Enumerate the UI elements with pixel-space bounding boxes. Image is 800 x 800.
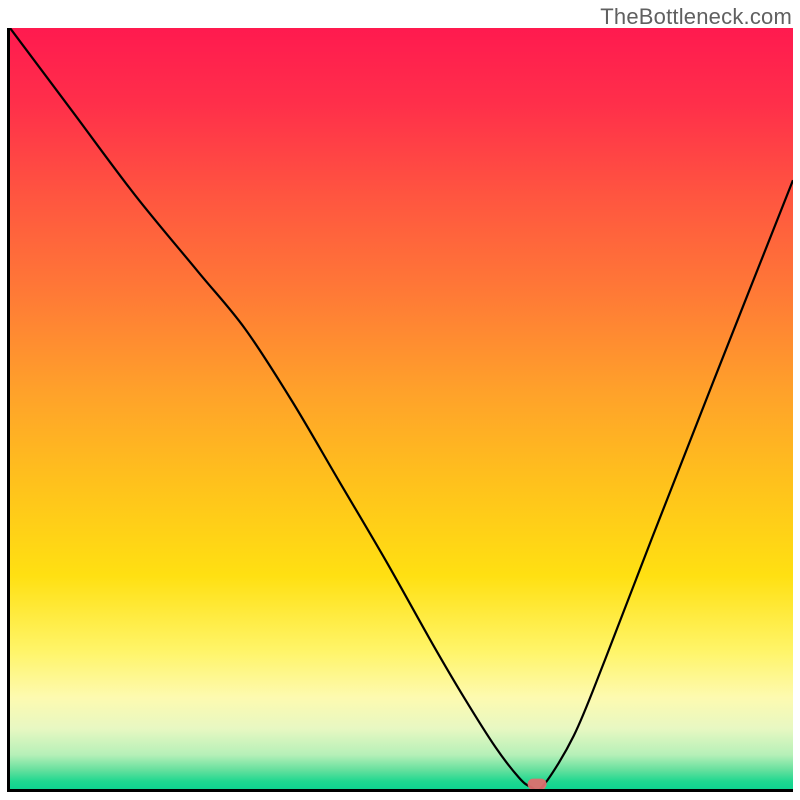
line-plot [10,28,793,789]
bottleneck-chart: TheBottleneck.com [0,0,800,800]
watermark-text: TheBottleneck.com [600,4,792,30]
bottleneck-curve [10,28,793,789]
optimal-point-marker [528,779,547,789]
plot-area [10,28,793,789]
